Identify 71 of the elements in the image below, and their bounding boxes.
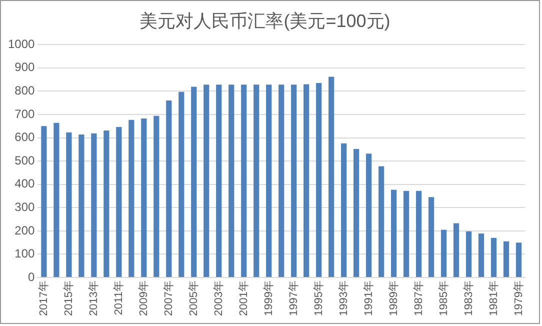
x-tick-label: 2005年	[188, 280, 200, 316]
bar	[291, 84, 297, 278]
x-tick-label: 1979年	[512, 280, 525, 316]
bar	[416, 190, 422, 278]
bar	[304, 84, 310, 278]
x-tick-label: 1981年	[488, 280, 500, 316]
x-tick-label: 1991年	[362, 280, 375, 316]
x-tick-label: 1999年	[262, 280, 275, 316]
bar	[191, 86, 197, 278]
bar	[466, 231, 472, 278]
bar	[428, 197, 434, 278]
y-tick-label: 700	[14, 106, 36, 121]
bar	[378, 166, 384, 278]
bar	[178, 92, 184, 278]
x-tick-label: 2011年	[112, 280, 125, 316]
x-tick-label: 1995年	[312, 280, 325, 316]
bar	[116, 127, 122, 278]
x-tick-label: 1993年	[338, 280, 350, 316]
bar	[453, 223, 460, 278]
x-tick-label: 2007年	[162, 280, 175, 316]
x-tick-label: 2017年	[38, 280, 50, 316]
y-tick-label: 500	[14, 153, 36, 168]
bar	[328, 76, 334, 278]
bar	[316, 83, 322, 278]
bar	[241, 84, 247, 278]
bar	[254, 84, 260, 278]
bar	[366, 154, 372, 278]
bar	[516, 242, 522, 278]
bar	[503, 241, 510, 278]
y-tick-label: 400	[14, 176, 36, 191]
chart-title: 美元对人民币汇率(美元=100元)	[140, 10, 390, 31]
x-tick-label: 1987年	[412, 280, 425, 316]
x-tick-label: 1989年	[388, 280, 400, 316]
x-tick-label: 2013年	[88, 280, 100, 316]
y-tick-label: 300	[14, 200, 36, 214]
bar	[141, 118, 147, 278]
bar	[41, 126, 47, 278]
y-tick-label: 900	[14, 60, 36, 74]
y-tick-label: 200	[14, 223, 36, 238]
x-tick-label: 2003年	[212, 280, 225, 316]
bar	[204, 84, 210, 278]
x-tick-label: 2009年	[138, 280, 150, 316]
bar	[66, 132, 72, 278]
y-tick-label: 100	[14, 246, 36, 261]
x-tick-label: 2015年	[62, 280, 75, 316]
bar	[403, 190, 410, 278]
x-tick-label: 2001年	[238, 280, 250, 316]
y-tick-label: 1000	[8, 36, 36, 51]
bar	[128, 120, 134, 278]
bar	[266, 84, 272, 278]
bar	[91, 133, 97, 278]
x-tick-label: 1983年	[462, 280, 475, 316]
bar	[104, 130, 110, 278]
bar	[490, 238, 497, 278]
x-tick-label: 1985年	[438, 280, 450, 316]
bar	[154, 116, 160, 278]
y-tick-label: 800	[14, 84, 36, 98]
y-tick-label: 0	[28, 270, 36, 284]
bar	[341, 143, 347, 278]
bar	[228, 84, 234, 278]
bar	[216, 84, 222, 278]
x-tick-label: 1997年	[288, 280, 300, 316]
bar	[166, 100, 172, 278]
bar	[278, 84, 284, 278]
y-tick-label: 600	[14, 130, 36, 144]
bar	[440, 230, 447, 278]
bar	[390, 190, 397, 278]
bar	[478, 234, 484, 278]
bar	[78, 134, 84, 278]
bar	[54, 122, 60, 278]
bar	[354, 148, 360, 278]
